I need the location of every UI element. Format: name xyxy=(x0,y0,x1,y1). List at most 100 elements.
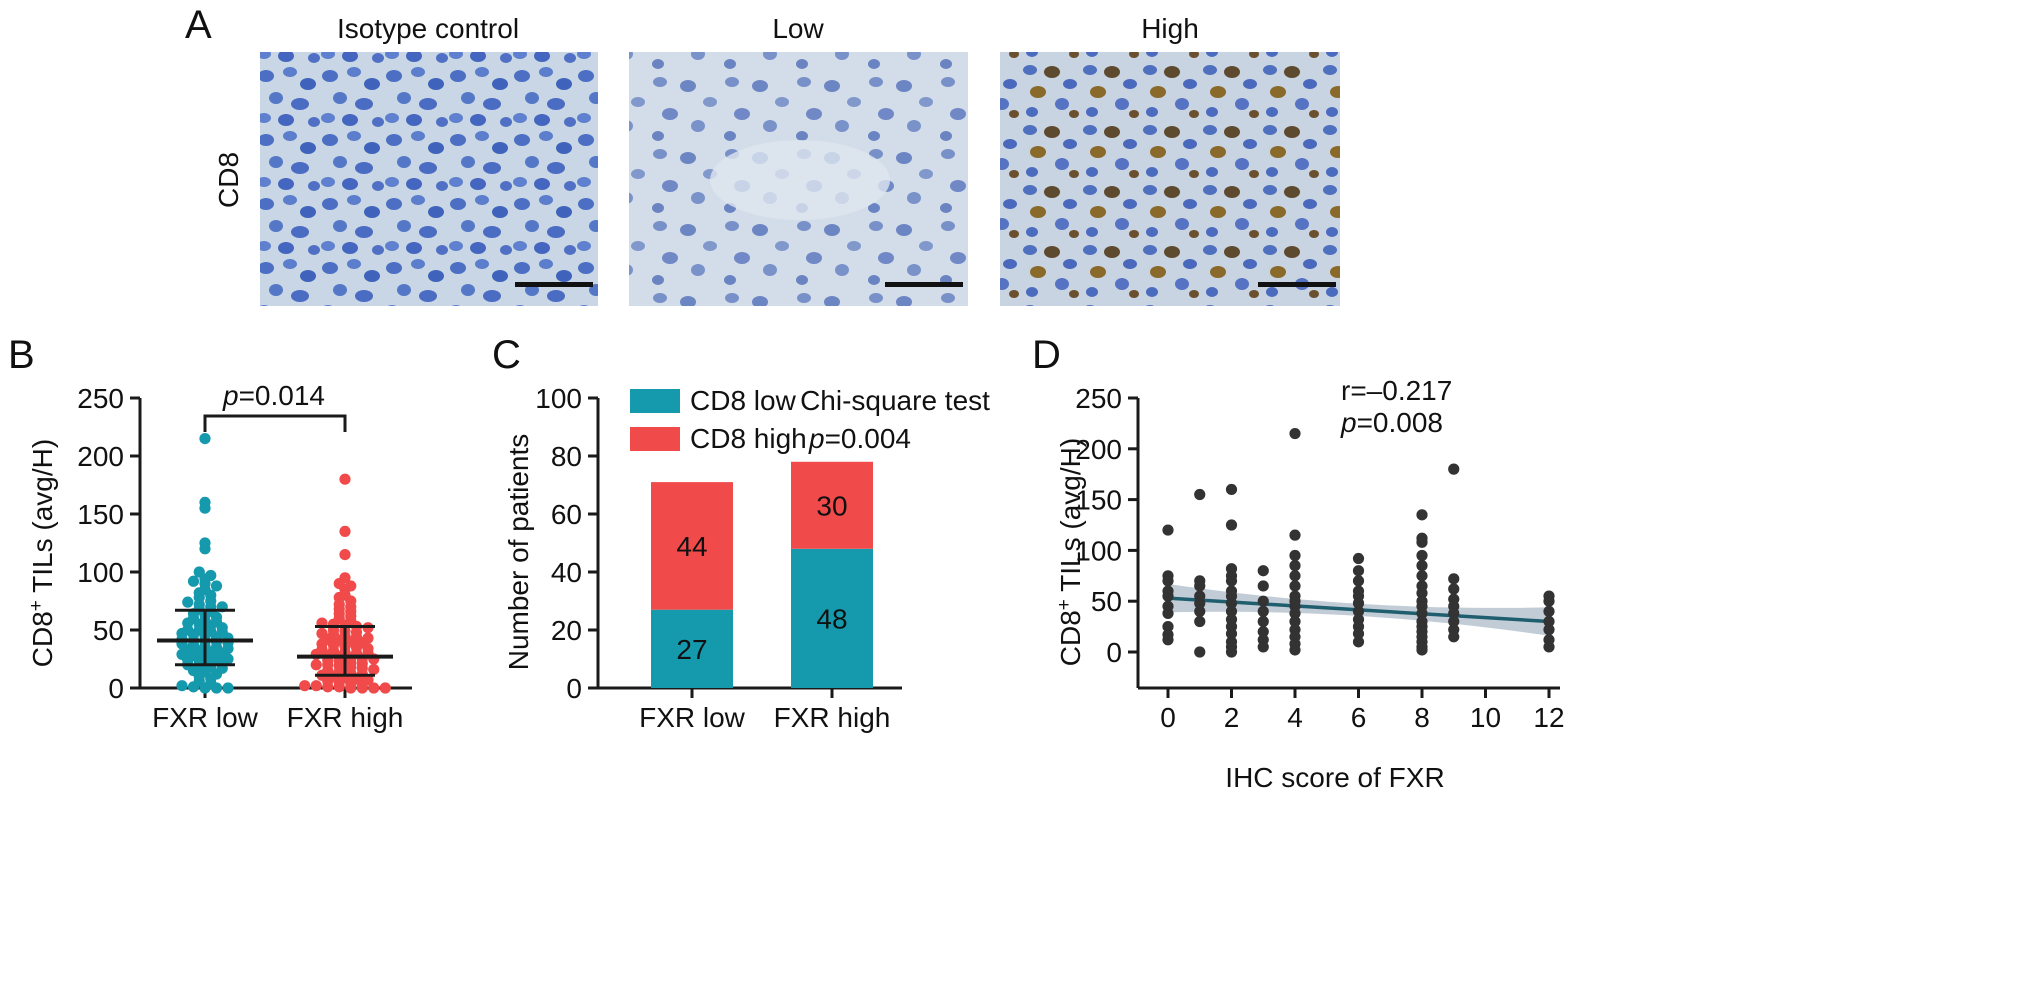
data-point xyxy=(1225,483,1238,496)
y-axis-label-b: CD8+ TILs (avg/H) xyxy=(26,439,58,667)
x-tick-label-fxr-low: FXR low xyxy=(639,702,746,733)
data-point xyxy=(1162,607,1174,619)
bar-segment-cd8-low xyxy=(651,609,733,688)
data-point xyxy=(187,575,200,587)
data-point xyxy=(1257,595,1269,607)
micrograph-low xyxy=(629,52,968,306)
data-point xyxy=(1289,549,1301,562)
x-tick-label: 0 xyxy=(1160,702,1176,733)
y-tick-label: 100 xyxy=(1075,535,1122,566)
data-point xyxy=(362,632,374,644)
y-axis-label-c: Number of patients xyxy=(503,434,534,671)
data-point xyxy=(1162,524,1174,536)
data-point xyxy=(1225,628,1238,640)
data-point xyxy=(1194,646,1206,658)
data-point xyxy=(222,682,234,694)
y-tick-label: 60 xyxy=(551,499,582,530)
data-point xyxy=(1225,597,1238,609)
data-point xyxy=(1448,631,1460,643)
y-tick-label: 150 xyxy=(1075,485,1122,516)
data-point xyxy=(1289,427,1301,440)
data-point xyxy=(1352,636,1365,648)
micrograph-isotype xyxy=(260,52,598,306)
data-point xyxy=(1289,529,1301,541)
panel-letter-a: A xyxy=(185,3,212,47)
data-point xyxy=(1416,570,1428,582)
p-value-annotation-b: p=0.014 xyxy=(222,380,325,411)
data-point xyxy=(1352,605,1365,617)
data-point xyxy=(1257,615,1269,628)
data-point xyxy=(1448,615,1460,628)
y-tick-label: 80 xyxy=(551,441,582,472)
x-tick-label: 10 xyxy=(1470,702,1501,733)
y-tick-label: 50 xyxy=(1091,586,1122,617)
y-tick-label: 100 xyxy=(535,383,582,414)
y-tick-label: 0 xyxy=(566,673,582,704)
data-point xyxy=(310,659,322,671)
panel-c: C Number of patients CD8 low CD8 high Ch… xyxy=(492,333,990,733)
panel-b: B CD8+ TILs (avg/H) p=0.014 FXR low FXR … xyxy=(8,333,412,733)
data-point xyxy=(1194,580,1206,592)
data-point xyxy=(1352,565,1365,577)
data-point xyxy=(1194,488,1206,501)
panel-letter-d: D xyxy=(1032,333,1061,377)
data-point xyxy=(182,596,194,608)
data-point xyxy=(1416,644,1428,656)
x-tick-label-fxr-high: FXR high xyxy=(774,702,891,733)
panel-letter-b: B xyxy=(8,333,35,377)
y-tick-label: 0 xyxy=(1106,637,1122,668)
bar-segment-cd8-low xyxy=(791,548,873,688)
data-point xyxy=(1257,605,1269,617)
data-point xyxy=(1162,590,1174,602)
data-point xyxy=(1543,641,1555,653)
data-point xyxy=(1416,509,1428,521)
x-axis-label-d: IHC score of FXR xyxy=(1225,762,1444,793)
x-tick-label: 8 xyxy=(1414,702,1430,733)
data-point xyxy=(1194,597,1206,609)
y-tick-label: 20 xyxy=(551,615,582,646)
column-label-isotype: Isotype control xyxy=(337,13,519,44)
data-point xyxy=(368,663,380,676)
scale-bar xyxy=(1258,282,1336,287)
significance-bracket xyxy=(203,414,347,432)
legend-label-cd8-high: CD8 high xyxy=(690,423,807,454)
panel-letter-c: C xyxy=(492,333,521,377)
data-point xyxy=(1543,595,1555,607)
y-tick-label: 200 xyxy=(1075,434,1122,465)
data-point xyxy=(1225,575,1238,587)
data-point xyxy=(1448,573,1460,585)
bar-data-label: 30 xyxy=(816,490,847,521)
data-point xyxy=(1416,560,1428,572)
data-point xyxy=(1543,624,1555,636)
data-point xyxy=(1162,575,1174,587)
data-point xyxy=(1352,597,1365,609)
data-point xyxy=(316,627,328,640)
bar-data-label: 27 xyxy=(676,634,707,665)
data-point xyxy=(1352,575,1365,587)
data-point xyxy=(1289,580,1301,592)
y-tick-label: 100 xyxy=(77,557,124,588)
data-point xyxy=(1257,641,1269,653)
data-point xyxy=(205,569,217,582)
data-point xyxy=(210,580,223,592)
row-label-cd8: CD8 xyxy=(213,152,244,208)
p-value-annotation-c: p=0.004 xyxy=(808,423,911,454)
data-point xyxy=(1289,570,1301,582)
data-point xyxy=(1448,463,1460,475)
data-point xyxy=(1543,605,1555,617)
data-point xyxy=(1194,605,1206,617)
data-point xyxy=(1352,552,1365,565)
data-point xyxy=(1416,549,1428,562)
data-point xyxy=(1416,587,1428,599)
data-point xyxy=(1352,628,1365,640)
data-point xyxy=(1194,615,1206,628)
data-point xyxy=(310,680,322,692)
data-point xyxy=(1225,646,1238,658)
bar-data-label: 44 xyxy=(676,531,707,562)
micrograph-high xyxy=(1000,52,1340,306)
data-point xyxy=(199,433,211,445)
data-point xyxy=(299,680,311,692)
y-tick-label: 150 xyxy=(77,499,124,530)
data-point xyxy=(368,682,380,694)
